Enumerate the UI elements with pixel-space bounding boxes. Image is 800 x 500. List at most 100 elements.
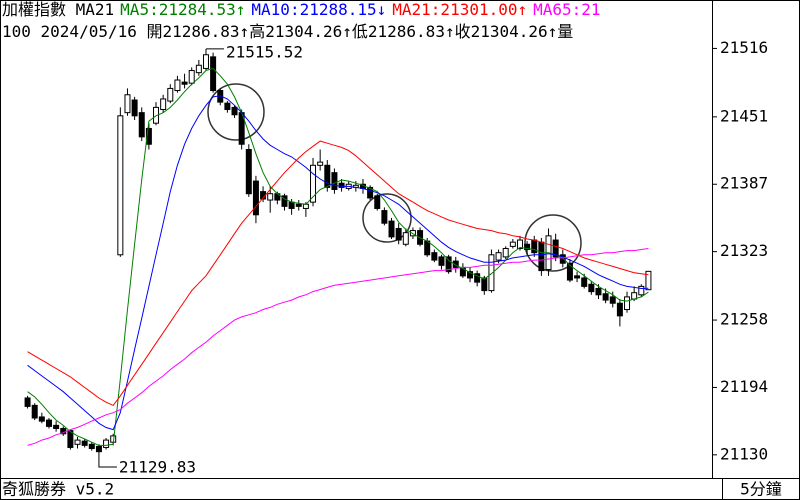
candle-body: [488, 254, 495, 292]
header-legend: 加權指數 MA21 MA5:21284.53↑ MA10:21288.15↓ MA21…: [2, 0, 710, 20]
candle-body: [616, 302, 623, 317]
candle-body: [452, 260, 459, 268]
candle-body: [45, 419, 52, 427]
quote-line: 100 2024/05/16 開21286.83↑高21304.26↑低2128…: [2, 22, 574, 41]
y-tick-label: 21387: [720, 174, 768, 193]
candle-body: [74, 439, 81, 445]
header-quote: 100 2024/05/16 開21286.83↑高21304.26↑低2128…: [2, 22, 710, 42]
candle-body: [117, 115, 124, 256]
highlight-circle: [362, 193, 412, 243]
legend-entry: MA10:21288.15↓: [251, 0, 387, 19]
y-tick-label: 21194: [720, 377, 768, 396]
candle-body: [552, 239, 559, 258]
candle-body: [574, 275, 581, 279]
candle-body: [138, 112, 145, 138]
candle-body: [160, 98, 167, 110]
highlight-circle: [207, 83, 265, 141]
candle-body: [88, 443, 95, 450]
candle-body: [438, 256, 445, 266]
candle-body: [338, 182, 345, 188]
candle-body: [252, 180, 259, 216]
candle-body: [124, 94, 131, 114]
candle-body: [581, 277, 588, 287]
low-label: 21129.83: [119, 458, 196, 477]
candle-body: [645, 270, 652, 291]
candle-body: [516, 239, 523, 249]
y-tick-label: 21258: [720, 310, 768, 329]
candle-body: [317, 161, 324, 166]
app-name: 奇狐勝券 v5.2: [2, 480, 114, 499]
y-tick-label: 21130: [720, 444, 768, 463]
candle-body: [131, 99, 138, 117]
candle-body: [224, 102, 231, 110]
candle-body: [103, 439, 110, 448]
candle-body: [310, 164, 317, 203]
interval: 5分鐘: [740, 480, 782, 499]
candle-body: [502, 247, 509, 258]
candle-body: [95, 445, 102, 453]
candle-body: [424, 240, 431, 256]
candle-body: [602, 293, 609, 301]
ma-line: [27, 248, 649, 446]
legend-entry: MA21:21301.00↑: [392, 0, 528, 19]
candle-body: [245, 149, 252, 195]
candle-body: [167, 87, 174, 102]
candle-body: [374, 195, 381, 209]
candle-body: [145, 127, 152, 145]
candle-body: [566, 262, 573, 281]
candle-body: [495, 252, 502, 261]
candle-body: [288, 201, 295, 209]
ma-line: [27, 67, 649, 446]
candle-body: [302, 203, 309, 209]
high-label: 21515.52: [226, 42, 303, 61]
candle-body: [388, 220, 395, 238]
candle-body: [331, 172, 338, 191]
candle-body: [195, 64, 202, 74]
candle-body: [588, 283, 595, 293]
candle-body: [431, 252, 438, 261]
ma-line: [27, 140, 649, 407]
candle-body: [188, 70, 195, 84]
candle-body: [638, 285, 645, 296]
chart-title: 加權指數 MA21: [2, 0, 115, 19]
legend-entry: MA5:21284.53↑: [120, 0, 246, 19]
candle-body: [174, 79, 181, 92]
candle-body: [53, 424, 60, 430]
candle-body: [481, 277, 488, 292]
y-tick-label: 21323: [720, 241, 768, 260]
candle-body: [38, 416, 45, 422]
candle-body: [509, 241, 516, 247]
leader-line: [98, 455, 117, 468]
candle-body: [367, 186, 374, 199]
candle-body: [67, 430, 74, 448]
candle-body: [609, 296, 616, 304]
candle-body: [445, 256, 452, 273]
y-tick-label: 21451: [720, 106, 768, 125]
candle-body: [467, 271, 474, 279]
candle-body: [595, 287, 602, 296]
candle-body: [81, 440, 88, 446]
candle-body: [24, 397, 31, 407]
candle-body: [538, 241, 545, 272]
candle-body: [267, 193, 274, 201]
candle-body: [231, 106, 238, 116]
legend-entry: MA65:21: [533, 0, 601, 19]
candle-body: [524, 243, 531, 251]
ma-line: [27, 95, 649, 431]
candle-body: [181, 81, 188, 85]
candle-body: [210, 56, 217, 92]
candle-body: [31, 404, 38, 419]
candle-body: [474, 273, 481, 283]
candle-body: [281, 195, 288, 207]
candle-body: [381, 210, 388, 224]
candle-body: [324, 164, 331, 188]
highlight-circle: [524, 214, 582, 272]
candle-body: [559, 254, 566, 264]
candle-body: [202, 54, 209, 69]
candle-body: [624, 296, 631, 311]
y-tick-label: 21516: [720, 38, 768, 57]
candle-body: [395, 227, 402, 241]
candle-body: [295, 203, 302, 207]
